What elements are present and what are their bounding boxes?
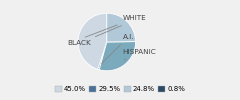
Text: WHITE: WHITE [85, 15, 146, 37]
Wedge shape [98, 42, 107, 70]
Legend: 45.0%, 29.5%, 24.8%, 0.8%: 45.0%, 29.5%, 24.8%, 0.8% [52, 83, 188, 95]
Text: HISPANIC: HISPANIC [123, 49, 156, 60]
Wedge shape [78, 13, 107, 69]
Wedge shape [99, 42, 136, 71]
Text: A.I.: A.I. [102, 34, 134, 64]
Wedge shape [107, 13, 136, 42]
Text: BLACK: BLACK [67, 26, 121, 46]
